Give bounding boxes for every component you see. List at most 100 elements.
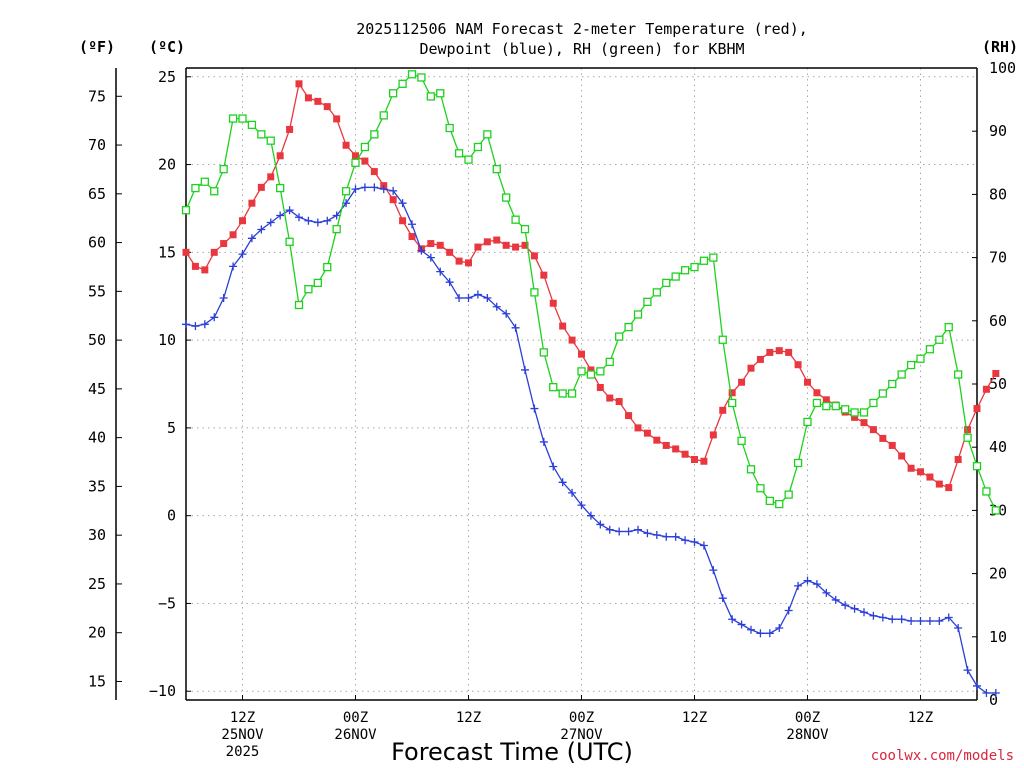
dewpoint-point bbox=[982, 688, 991, 697]
axes: 2520151050−5−107570656055504540353025201… bbox=[88, 59, 1016, 760]
rh-point bbox=[954, 370, 963, 379]
rh-point bbox=[313, 278, 322, 288]
temperature-point bbox=[756, 355, 764, 363]
dewpoint-point bbox=[455, 293, 464, 302]
rh-point bbox=[605, 357, 614, 367]
rh-point bbox=[370, 130, 379, 139]
dewpoint-point bbox=[266, 218, 275, 227]
dewpoint-point bbox=[737, 620, 746, 629]
rh-point bbox=[963, 433, 972, 442]
temperature-point bbox=[606, 394, 614, 402]
dewpoint-point bbox=[210, 313, 219, 322]
rh-point bbox=[728, 398, 737, 408]
chart-title-line2: Dewpoint (blue), RH (green) for KBHM bbox=[419, 40, 744, 58]
rh-point bbox=[238, 114, 247, 123]
rh-point bbox=[765, 496, 774, 506]
rh-point bbox=[219, 164, 228, 174]
temperature-point bbox=[276, 152, 284, 160]
temperature-point bbox=[474, 243, 482, 251]
temperature-point bbox=[493, 236, 501, 244]
dewpoint-point bbox=[313, 218, 322, 227]
temperature-point bbox=[389, 196, 397, 204]
rh-point bbox=[925, 345, 935, 354]
temperature-point bbox=[191, 262, 199, 270]
dewpoint-point bbox=[238, 250, 247, 259]
temperature-point bbox=[559, 322, 567, 330]
rh-point bbox=[916, 354, 925, 363]
dewpoint-point bbox=[634, 525, 642, 534]
rh-point bbox=[398, 79, 407, 88]
temperature-point bbox=[615, 398, 623, 406]
x-tick-label: 12Z bbox=[908, 710, 933, 726]
rh-point bbox=[417, 73, 426, 82]
dewpoint-point bbox=[935, 617, 944, 625]
rh-point bbox=[624, 322, 633, 332]
celsius-tick-label: −10 bbox=[149, 682, 176, 700]
temperature-point bbox=[634, 424, 642, 432]
rh-point bbox=[690, 262, 699, 272]
temperature-point bbox=[314, 97, 322, 105]
dewpoint-point bbox=[662, 532, 671, 541]
rh-point bbox=[982, 487, 991, 496]
dewpoint-point bbox=[219, 293, 228, 302]
rh-point bbox=[709, 253, 718, 262]
temperature-point bbox=[851, 413, 859, 421]
temperature-point bbox=[813, 389, 821, 397]
temperature-point bbox=[483, 238, 491, 246]
rh-point bbox=[407, 70, 417, 79]
temperature-point bbox=[794, 361, 802, 369]
dewpoint-point bbox=[492, 302, 501, 311]
celsius-tick-label: 10 bbox=[158, 331, 176, 349]
temperature-point bbox=[888, 441, 896, 449]
temperature-point bbox=[578, 350, 585, 358]
dewpoint-point bbox=[907, 617, 916, 625]
dewpoint-point bbox=[586, 511, 595, 520]
dewpoint-point bbox=[831, 595, 840, 604]
rh-point bbox=[746, 465, 756, 474]
temperature-point bbox=[935, 480, 943, 488]
rh-point bbox=[869, 398, 878, 408]
rh-point bbox=[276, 183, 285, 193]
fahrenheit-tick-label: 65 bbox=[88, 185, 106, 203]
credit-text: coolwx.com/models bbox=[871, 748, 1014, 764]
temperature-point bbox=[681, 450, 689, 458]
rh-unit-label: (RH) bbox=[982, 38, 1018, 56]
temperature-point bbox=[785, 348, 793, 356]
temperature-point bbox=[926, 473, 934, 481]
dewpoint-point bbox=[822, 588, 831, 597]
rh-point bbox=[615, 332, 624, 341]
temperature-point bbox=[220, 240, 228, 248]
rh-tick-label: 40 bbox=[989, 438, 1007, 456]
fahrenheit-tick-label: 20 bbox=[88, 624, 106, 642]
temperature-point bbox=[917, 468, 924, 476]
rh-point bbox=[812, 398, 822, 408]
rh-point bbox=[850, 408, 859, 417]
temperature-point bbox=[530, 252, 538, 260]
dewpoint-point bbox=[191, 322, 200, 331]
rh-point bbox=[332, 225, 341, 234]
dewpoint-point bbox=[229, 262, 238, 271]
temperature-point bbox=[738, 378, 746, 386]
rh-tick-label: 0 bbox=[989, 691, 998, 709]
temperature-point bbox=[653, 436, 661, 444]
fahrenheit-tick-label: 70 bbox=[88, 136, 106, 154]
rh-point bbox=[247, 120, 257, 130]
dewpoint-point bbox=[596, 520, 605, 529]
rh-point bbox=[464, 155, 473, 164]
dewpoint-point bbox=[285, 206, 294, 215]
dewpoint-point bbox=[511, 323, 520, 332]
rh-point bbox=[473, 142, 483, 152]
rh-point bbox=[304, 285, 313, 294]
dewpoint-point bbox=[398, 199, 407, 208]
rh-point bbox=[662, 278, 671, 288]
temperature-point bbox=[352, 152, 359, 160]
rh-point bbox=[671, 272, 680, 281]
temperature-point bbox=[982, 385, 990, 393]
fahrenheit-unit-label: (ºF) bbox=[79, 38, 115, 56]
rh-point bbox=[445, 123, 454, 133]
rh-point bbox=[793, 458, 803, 468]
rh-point bbox=[680, 266, 690, 275]
dewpoint-point bbox=[295, 213, 303, 222]
x-tick-label: 27NOV bbox=[560, 727, 603, 743]
